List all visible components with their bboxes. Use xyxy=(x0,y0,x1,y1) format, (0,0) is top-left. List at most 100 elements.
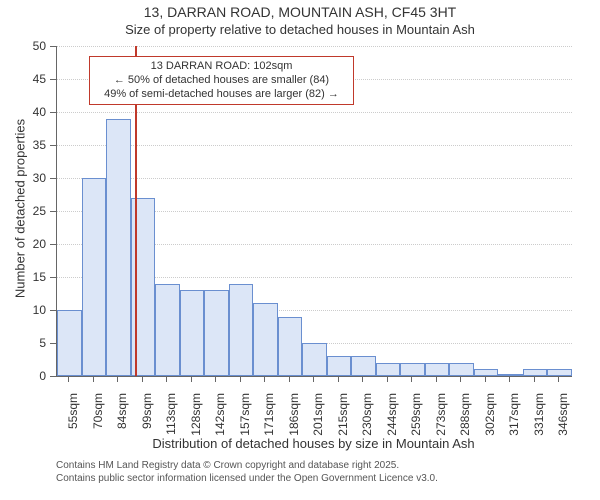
annotation-line-2: ← 50% of detached houses are smaller (84… xyxy=(96,74,347,88)
x-tick-label: 99sqm xyxy=(140,393,154,448)
y-tick-label: 30 xyxy=(0,171,46,185)
y-tick-label: 10 xyxy=(0,303,46,317)
x-tick-label: 244sqm xyxy=(385,393,399,448)
histogram-bar xyxy=(351,356,376,376)
y-tick-label: 35 xyxy=(0,138,46,152)
x-tick xyxy=(338,376,339,382)
x-tick xyxy=(240,376,241,382)
x-tick-label: 186sqm xyxy=(287,393,301,448)
x-tick xyxy=(436,376,437,382)
histogram-bar xyxy=(523,369,548,376)
x-tick xyxy=(166,376,167,382)
x-tick xyxy=(93,376,94,382)
chart-subtitle: Size of property relative to detached ho… xyxy=(0,22,600,37)
x-tick-label: 128sqm xyxy=(189,393,203,448)
histogram-bar xyxy=(547,369,572,376)
y-tick xyxy=(50,244,56,245)
x-tick-label: 230sqm xyxy=(360,393,374,448)
x-tick xyxy=(191,376,192,382)
x-tick-label: 157sqm xyxy=(238,393,252,448)
grid-line xyxy=(57,178,572,179)
histogram-bar xyxy=(82,178,107,376)
x-tick xyxy=(313,376,314,382)
y-tick-label: 0 xyxy=(0,369,46,383)
histogram-bar xyxy=(57,310,82,376)
y-tick xyxy=(50,112,56,113)
y-tick xyxy=(50,310,56,311)
chart-title: 13, DARRAN ROAD, MOUNTAIN ASH, CF45 3HT xyxy=(0,4,600,20)
histogram-bar xyxy=(278,317,303,376)
y-tick xyxy=(50,376,56,377)
y-tick-label: 20 xyxy=(0,237,46,251)
x-tick xyxy=(411,376,412,382)
y-tick xyxy=(50,343,56,344)
x-tick-label: 331sqm xyxy=(532,393,546,448)
histogram-bar xyxy=(302,343,327,376)
histogram-bar xyxy=(327,356,352,376)
histogram-bar xyxy=(376,363,401,376)
annotation-line-1: 13 DARRAN ROAD: 102sqm xyxy=(96,60,347,74)
x-tick-label: 113sqm xyxy=(164,393,178,448)
x-tick xyxy=(117,376,118,382)
annotation-box: 13 DARRAN ROAD: 102sqm← 50% of detached … xyxy=(89,56,354,105)
histogram-bar xyxy=(106,119,131,376)
histogram-chart: 13, DARRAN ROAD, MOUNTAIN ASH, CF45 3HT … xyxy=(0,0,600,500)
x-tick xyxy=(215,376,216,382)
x-tick xyxy=(558,376,559,382)
x-tick-label: 70sqm xyxy=(91,393,105,448)
annotation-line-3: 49% of semi-detached houses are larger (… xyxy=(96,88,347,102)
x-tick-label: 346sqm xyxy=(556,393,570,448)
y-tick xyxy=(50,79,56,80)
y-tick xyxy=(50,277,56,278)
x-tick-label: 288sqm xyxy=(458,393,472,448)
y-tick xyxy=(50,178,56,179)
x-tick xyxy=(289,376,290,382)
histogram-bar xyxy=(180,290,205,376)
y-tick-label: 50 xyxy=(0,39,46,53)
histogram-bar xyxy=(425,363,450,376)
x-tick xyxy=(142,376,143,382)
histogram-bar xyxy=(449,363,474,376)
footer-line-2: Contains public sector information licen… xyxy=(56,473,438,486)
y-tick-label: 15 xyxy=(0,270,46,284)
x-tick-label: 215sqm xyxy=(336,393,350,448)
histogram-bar xyxy=(131,198,156,376)
histogram-bar xyxy=(400,363,425,376)
grid-line xyxy=(57,145,572,146)
x-tick xyxy=(460,376,461,382)
x-tick xyxy=(264,376,265,382)
histogram-bar xyxy=(498,374,523,376)
x-tick-label: 201sqm xyxy=(311,393,325,448)
x-tick xyxy=(387,376,388,382)
histogram-bar xyxy=(155,284,180,376)
x-tick-label: 259sqm xyxy=(409,393,423,448)
x-tick xyxy=(534,376,535,382)
chart-footer: Contains HM Land Registry data © Crown c… xyxy=(56,460,438,485)
histogram-bar xyxy=(204,290,229,376)
grid-line xyxy=(57,112,572,113)
histogram-bar xyxy=(253,303,278,376)
y-tick-label: 5 xyxy=(0,336,46,350)
histogram-bar xyxy=(474,369,499,376)
x-tick-label: 55sqm xyxy=(66,393,80,448)
x-tick xyxy=(68,376,69,382)
x-tick-label: 317sqm xyxy=(507,393,521,448)
y-tick-label: 45 xyxy=(0,72,46,86)
x-tick-label: 302sqm xyxy=(483,393,497,448)
x-tick-label: 273sqm xyxy=(434,393,448,448)
grid-line xyxy=(57,46,572,47)
x-tick-label: 171sqm xyxy=(262,393,276,448)
histogram-bar xyxy=(229,284,254,376)
footer-line-1: Contains HM Land Registry data © Crown c… xyxy=(56,460,438,473)
y-tick-label: 25 xyxy=(0,204,46,218)
x-tick xyxy=(362,376,363,382)
x-tick-label: 142sqm xyxy=(213,393,227,448)
y-tick xyxy=(50,46,56,47)
plot-area: 13 DARRAN ROAD: 102sqm← 50% of detached … xyxy=(56,46,572,377)
y-tick xyxy=(50,211,56,212)
x-tick-label: 84sqm xyxy=(115,393,129,448)
y-tick-label: 40 xyxy=(0,105,46,119)
x-tick xyxy=(485,376,486,382)
x-tick xyxy=(509,376,510,382)
y-tick xyxy=(50,145,56,146)
